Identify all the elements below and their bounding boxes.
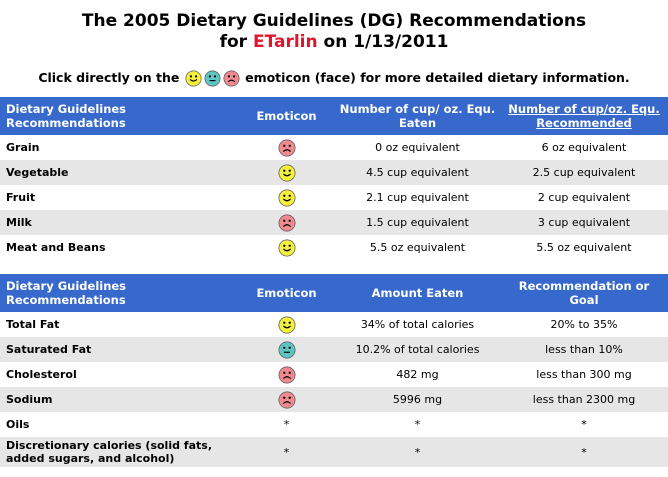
row-emoticon	[238, 235, 335, 260]
row-name: Vegetable	[0, 160, 238, 185]
neutral-face-icon	[204, 70, 221, 87]
row-recommended: 5.5 oz equivalent	[536, 241, 632, 254]
row-emoticon	[238, 135, 335, 160]
row-name: Total Fat	[6, 318, 60, 331]
intro-before: Click directly on the	[38, 70, 180, 85]
row-name: Grain	[6, 141, 40, 154]
row-recommended: less than 2300 mg	[500, 387, 668, 412]
table-row: Meat and Beans 5.5 oz equivalent 5.5 oz eq…	[0, 235, 668, 260]
sad-face-icon	[223, 70, 240, 87]
header-recommended: Number of cup/oz. Equ. Recommended	[500, 97, 668, 135]
row-name: Fruit	[6, 191, 36, 204]
table-row: Fruit 2.1 cup equivalent 2 cup equivalent	[0, 185, 668, 210]
row-name: Meat and Beans	[6, 241, 106, 254]
row-emoticon	[238, 387, 335, 412]
row-name: Saturated Fat	[0, 337, 238, 362]
table-row: Saturated Fat 10.2% of total calories less…	[0, 337, 668, 362]
table-row: Grain 0 oz equivalent 6 oz equivalent	[0, 135, 668, 160]
row-eaten: 1.5 cup equivalent	[335, 210, 500, 235]
user-name: ETarlin	[252, 32, 318, 52]
happy-face-icon[interactable]	[242, 164, 331, 182]
row-eaten: 0 oz equivalent	[375, 141, 460, 154]
neutral-face-icon[interactable]	[242, 341, 331, 359]
table-row: Milk 1.5 cup equivalent 3 cup equivalent	[0, 210, 668, 235]
table-row: Total Fat 34% of total calories 20% to 35%	[0, 312, 668, 337]
row-recommended: 3 cup equivalent	[500, 210, 668, 235]
row-emoticon	[238, 185, 335, 210]
intro-text: Click directly on the emoticon (face) fo…	[0, 66, 668, 90]
row-eaten: 482 mg	[396, 368, 439, 381]
sad-face-icon[interactable]	[242, 391, 331, 409]
food-groups-table: Dietary Guidelines Recommendations Emoti…	[0, 97, 668, 260]
table-row: Cholesterol 482 mg less than 300 mg	[0, 362, 668, 387]
row-name: Oils	[6, 418, 30, 431]
row-emoticon	[238, 337, 335, 362]
row-emoticon	[238, 362, 335, 387]
title-line-1: The 2005 Dietary Guidelines (DG) Recomme…	[81, 11, 587, 31]
header-emoticon: Emoticon	[238, 97, 335, 135]
row-recommended: 6 oz equivalent	[541, 141, 627, 154]
row-recommended: *	[581, 418, 587, 431]
sad-face-icon[interactable]	[242, 214, 331, 232]
happy-face-icon	[185, 70, 202, 87]
row-name: Milk	[0, 210, 238, 235]
header-eaten: Amount Eaten	[335, 274, 500, 312]
row-eaten: *	[335, 437, 500, 467]
header-eaten: Number of cup/ oz. Equ. Eaten	[335, 97, 500, 135]
page-title: The 2005 Dietary Guidelines (DG) Recomme…	[0, 11, 668, 53]
row-eaten: 34% of total calories	[360, 318, 475, 331]
row-recommended: less than 10%	[500, 337, 668, 362]
row-recommended: less than 300 mg	[536, 368, 632, 381]
table-header-row: Dietary Guidelines Recommendations Emoti…	[0, 274, 668, 312]
row-eaten: 4.5 cup equivalent	[335, 160, 500, 185]
nutrients-table: Dietary Guidelines Recommendations Emoti…	[0, 274, 668, 467]
happy-face-icon[interactable]	[242, 316, 331, 334]
row-emoticon: *	[238, 437, 335, 467]
sad-face-icon[interactable]	[242, 139, 331, 157]
row-eaten: 10.2% of total calories	[335, 337, 500, 362]
table-row: Vegetable 4.5 cup equivalent 2.5 cup equiv…	[0, 160, 668, 185]
row-name: Cholesterol	[6, 368, 77, 381]
happy-face-icon[interactable]	[242, 239, 331, 257]
table-row: Discretionary calories (solid fats, adde…	[0, 437, 668, 467]
row-name: Sodium	[0, 387, 238, 412]
recommended-link[interactable]: Number of cup/oz. Equ. Recommended	[508, 102, 660, 130]
table-row: Sodium 5996 mg less than 2300 mg	[0, 387, 668, 412]
title-date: on 1/13/2011	[323, 32, 449, 52]
row-name: Discretionary calories (solid fats, adde…	[0, 437, 238, 467]
sad-face-icon[interactable]	[242, 366, 331, 384]
row-emoticon	[238, 210, 335, 235]
row-recommended: *	[500, 437, 668, 467]
row-emoticon	[238, 160, 335, 185]
row-eaten: 5996 mg	[335, 387, 500, 412]
intro-after: emoticon (face) for more detailed dietar…	[245, 70, 630, 85]
header-guideline: Dietary Guidelines Recommendations	[0, 97, 238, 135]
header-recommended: Recommendation or Goal	[500, 274, 668, 312]
row-eaten: 2.1 cup equivalent	[366, 191, 469, 204]
row-eaten: 5.5 oz equivalent	[369, 241, 466, 254]
row-recommended: 20% to 35%	[550, 318, 618, 331]
row-recommended: 2.5 cup equivalent	[500, 160, 668, 185]
title-for: for	[219, 32, 248, 52]
row-recommended: 2 cup equivalent	[537, 191, 631, 204]
header-emoticon: Emoticon	[238, 274, 335, 312]
table-row: Oils * * *	[0, 412, 668, 437]
row-emoticon	[238, 312, 335, 337]
row-emoticon: *	[283, 418, 290, 431]
row-eaten: *	[414, 418, 421, 431]
title-line-2: for ETarlin on 1/13/2011	[0, 32, 668, 53]
header-guideline: Dietary Guidelines Recommendations	[0, 274, 238, 312]
table-header-row: Dietary Guidelines Recommendations Emoti…	[0, 97, 668, 135]
happy-face-icon[interactable]	[242, 189, 331, 207]
